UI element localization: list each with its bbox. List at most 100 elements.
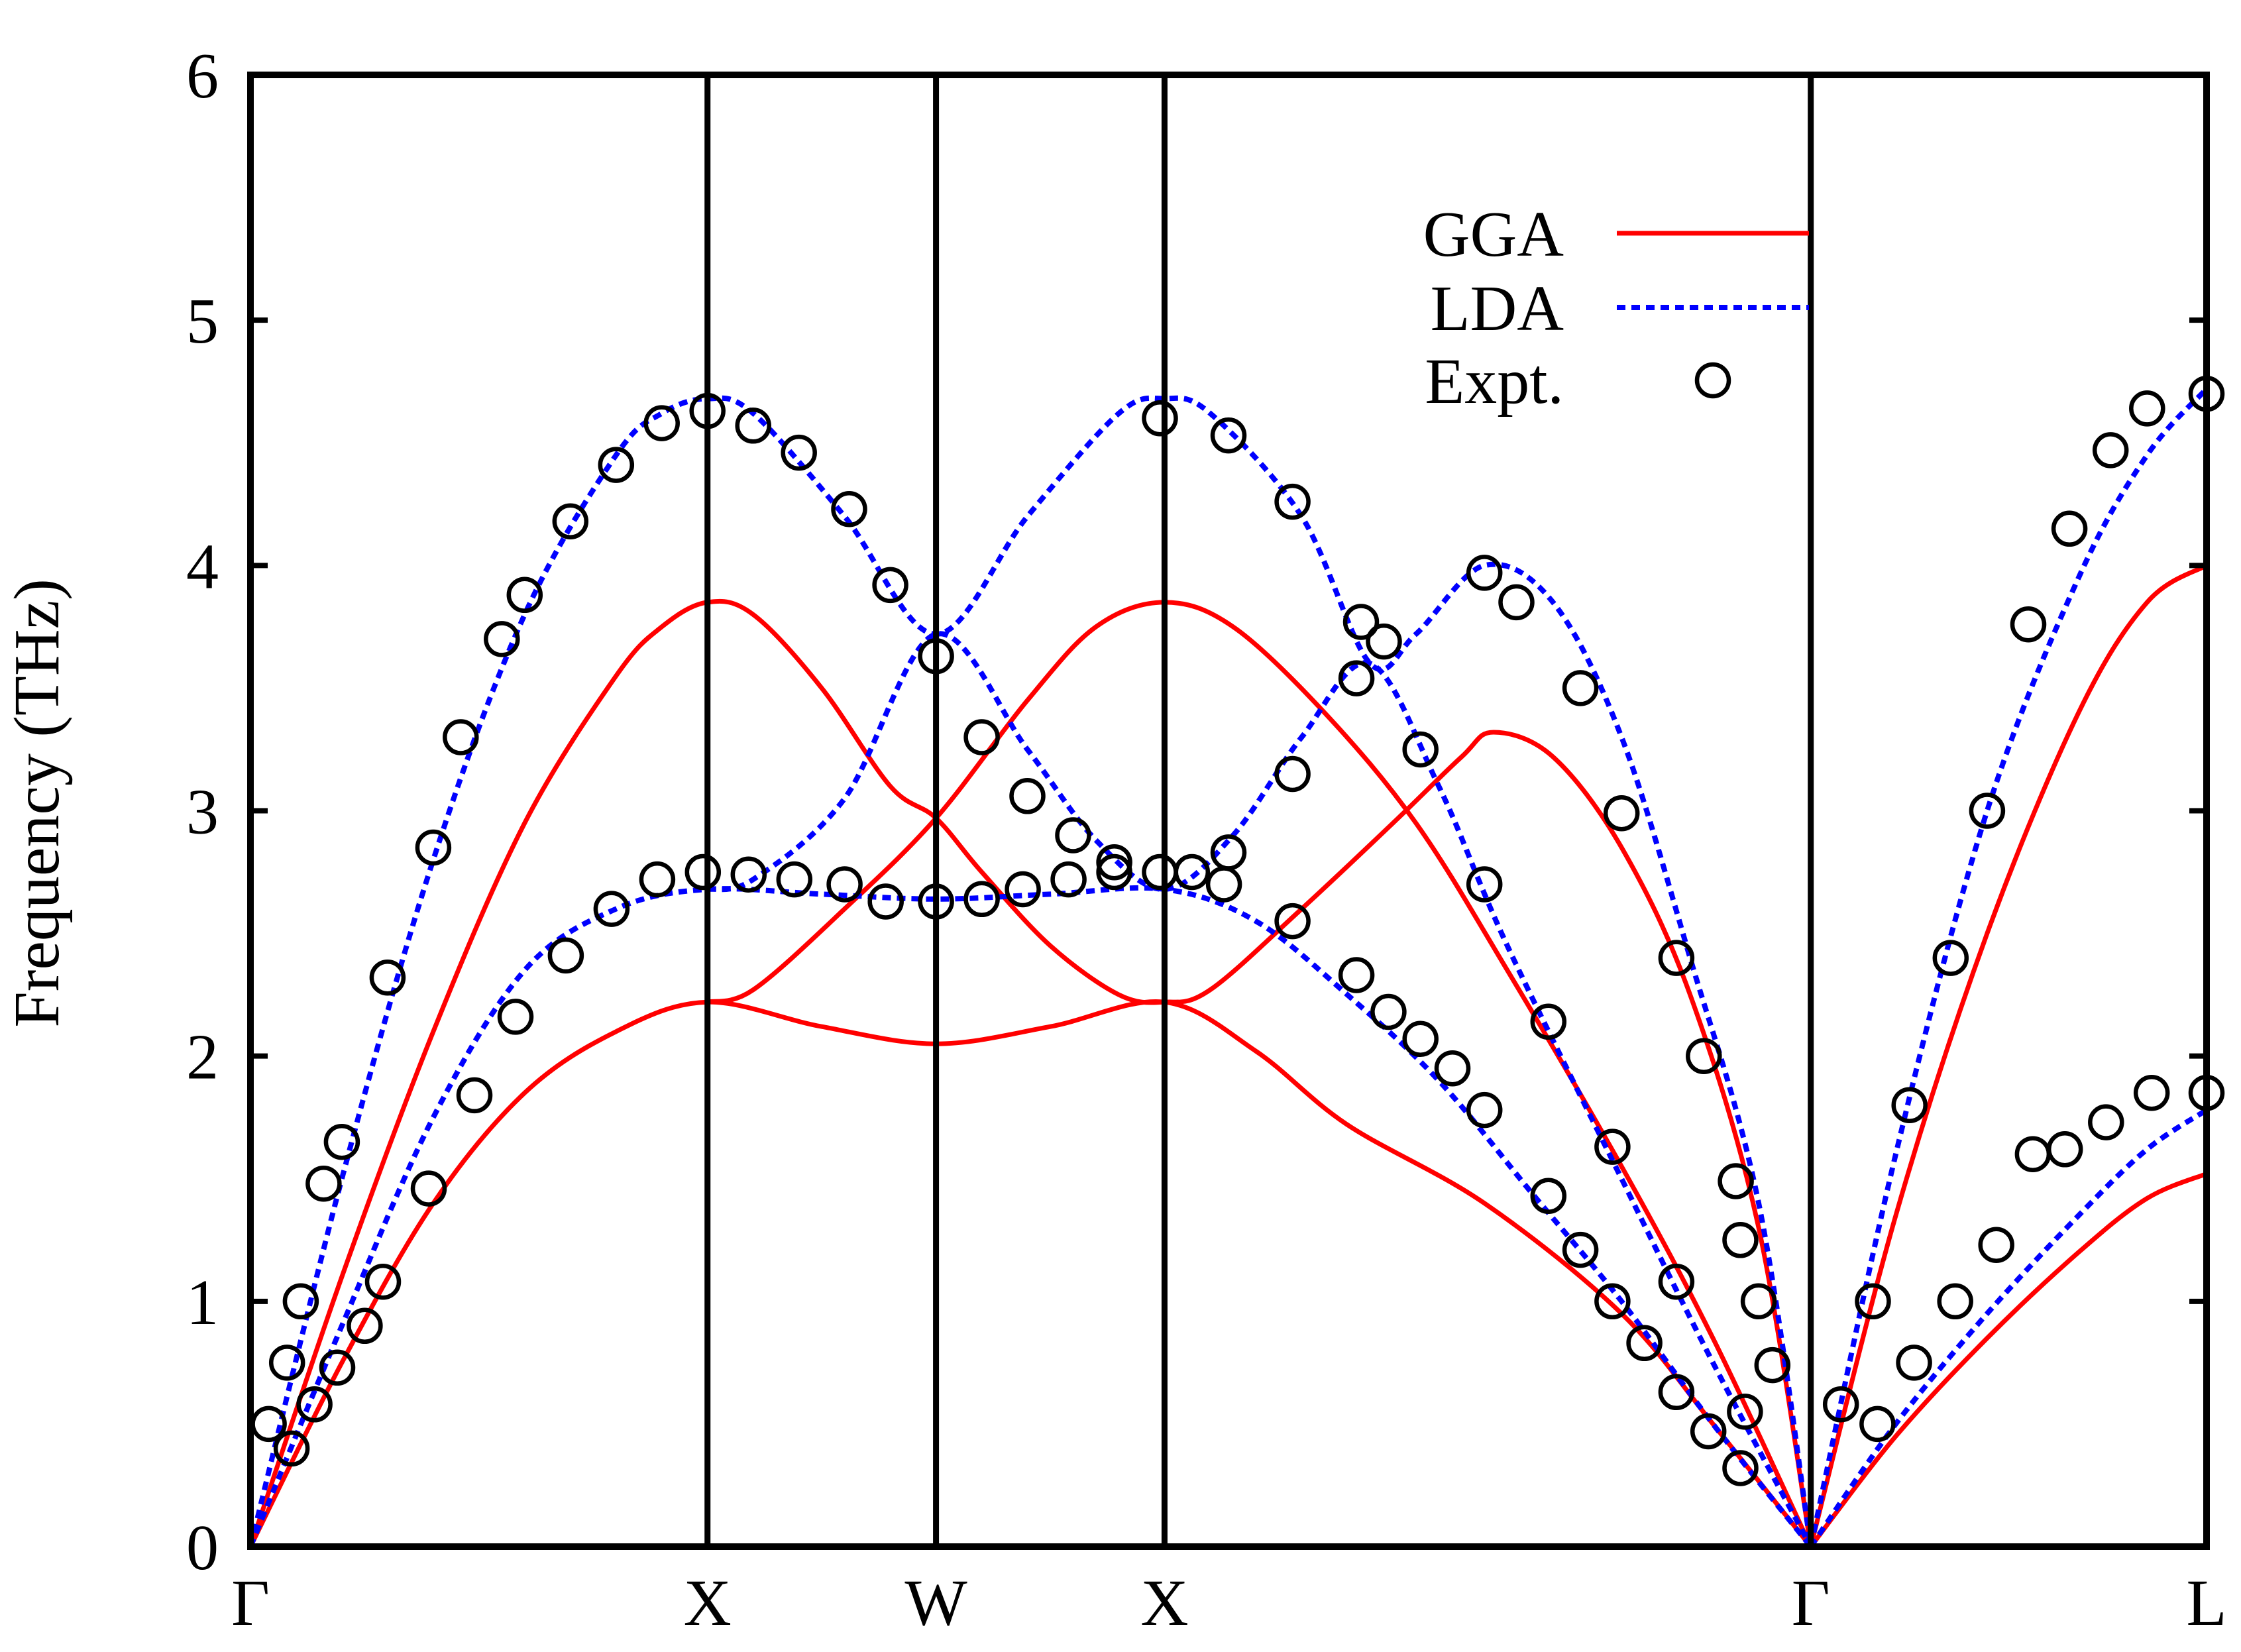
expt-point — [1562, 1231, 1599, 1268]
expt-point — [1727, 1394, 1763, 1430]
plot-frame — [247, 72, 2210, 1550]
expt-point — [1174, 854, 1211, 891]
expt-point — [1626, 1325, 1663, 1362]
expt-point — [593, 891, 630, 927]
lda-branch-1 — [248, 395, 1814, 1547]
expt-point — [410, 1170, 447, 1207]
expt-point — [1722, 1222, 1759, 1258]
lda-branch-5 — [1808, 1107, 2209, 1549]
expt-point — [1142, 854, 1178, 891]
gga-branch-5 — [1808, 1172, 2208, 1549]
expt-point — [1142, 400, 1178, 437]
expt-point — [1338, 957, 1375, 993]
expt-point — [867, 883, 904, 920]
expt-point — [1096, 854, 1132, 891]
lda-branch-3 — [706, 631, 1814, 1548]
y-tick-label: 4 — [186, 531, 219, 602]
expt-point — [1822, 1386, 1859, 1423]
expt-point — [1009, 778, 1046, 814]
expt-point — [552, 503, 589, 539]
plot-frame-layer — [247, 72, 2210, 1550]
expt-point — [1005, 871, 1041, 908]
expt-point — [1718, 1163, 1754, 1199]
x-tick-label: Γ — [1792, 1566, 1830, 1639]
lda-branch-4 — [1808, 387, 2209, 1547]
expt-point — [776, 861, 813, 898]
expt-point — [1855, 1283, 1891, 1320]
expt-point — [1050, 861, 1087, 898]
legend-label-expt: Expt. — [1425, 346, 1564, 417]
expt-point — [1370, 993, 1407, 1030]
expt-point — [1274, 483, 1311, 520]
expt-point — [1658, 1374, 1695, 1411]
x-tick-label: Γ — [231, 1566, 270, 1639]
gga-branch-3 — [706, 600, 1813, 1548]
expt-point — [643, 405, 680, 441]
expt-point — [319, 1349, 356, 1386]
expt-point — [963, 881, 1000, 918]
expt-point — [1686, 1038, 1722, 1074]
expt-point — [1274, 755, 1311, 793]
legend-label-gga: GGA — [1423, 199, 1564, 270]
expt-point — [1210, 417, 1247, 454]
expt-point — [369, 959, 406, 996]
expt-point — [2051, 510, 2088, 547]
gga-branch-1 — [248, 598, 1814, 1548]
expt-point — [1530, 1003, 1567, 1040]
expt-point — [2092, 432, 2129, 468]
expt-point — [1969, 793, 2006, 829]
expt-point — [268, 1345, 305, 1381]
expt-point — [1754, 1347, 1791, 1384]
expt-point — [1658, 1263, 1695, 1300]
expt-point — [273, 1430, 310, 1467]
x-tick-label: L — [2186, 1566, 2226, 1639]
expt-point — [639, 861, 676, 898]
expt-point — [1859, 1405, 1896, 1443]
expt-point — [1338, 660, 1375, 696]
expt-point — [1594, 1129, 1631, 1165]
expt-point — [730, 856, 767, 893]
gga-branch-2 — [248, 999, 1813, 1549]
expt-point — [2046, 1131, 2083, 1168]
y-tick-label: 6 — [186, 40, 219, 112]
x-tick-label: W — [904, 1566, 967, 1639]
expt-point — [497, 999, 534, 1035]
expt-point — [1466, 1091, 1503, 1129]
lda-branch-2 — [248, 885, 1813, 1549]
expt-point — [1891, 1087, 1928, 1123]
symmetry-lines-layer — [704, 75, 1814, 1547]
expt-point — [456, 1077, 493, 1114]
expt-point — [2088, 1104, 2124, 1140]
expt-point — [1740, 1283, 1777, 1320]
expt-point — [2129, 390, 2165, 427]
expt-point — [547, 937, 584, 974]
expt-point — [1937, 1283, 1973, 1320]
expt-point — [1594, 1283, 1631, 1320]
expt-point — [1530, 1178, 1567, 1214]
expt-point — [443, 719, 479, 755]
expt-point — [1366, 623, 1402, 660]
y-tick-label: 2 — [186, 1022, 219, 1093]
expt-point — [1932, 940, 1969, 976]
x-tick-label: X — [684, 1566, 732, 1639]
x-tick-label: X — [1140, 1566, 1188, 1639]
expt-point — [1205, 866, 1242, 903]
expt-point — [1342, 604, 1380, 640]
y-tick-label: 3 — [186, 777, 219, 848]
expt-point — [1210, 834, 1247, 871]
expt-point — [506, 577, 543, 614]
series-layer — [248, 375, 2225, 1549]
y-tick-label: 0 — [186, 1512, 219, 1584]
expt-point — [1722, 1450, 1759, 1486]
tick-labels-layer: 0 1 2 3 4 5 6 Γ X W X Γ L — [186, 40, 2227, 1639]
expt-point — [826, 866, 863, 903]
expt-point — [484, 621, 520, 657]
expt-point — [415, 829, 452, 866]
expt-point — [963, 719, 1000, 755]
expt-point — [735, 408, 771, 444]
y-tick-label: 1 — [186, 1267, 219, 1339]
expt-point — [1402, 731, 1439, 768]
expt-point — [684, 854, 722, 891]
